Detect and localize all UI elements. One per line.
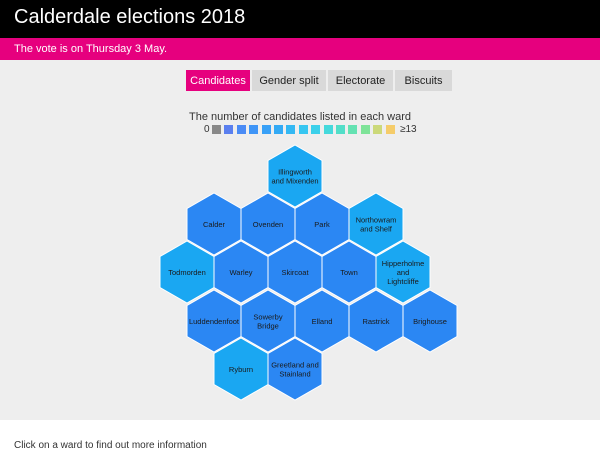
- ward-brighouse[interactable]: Brighouse: [402, 289, 458, 353]
- ward-hexagon[interactable]: [267, 337, 323, 401]
- legend-swatch: [336, 125, 345, 134]
- footer-hint: Click on a ward to find out more informa…: [14, 440, 207, 451]
- legend-swatch: [360, 125, 370, 134]
- legend-swatch: [224, 125, 234, 134]
- tab-biscuits[interactable]: Biscuits: [395, 70, 452, 91]
- legend-swatch: [323, 125, 333, 134]
- legend-swatch: [298, 125, 308, 134]
- banner-text: The vote is on Thursday 3 May.: [14, 43, 168, 55]
- legend-swatch: [212, 125, 221, 134]
- legend-swatch: [261, 125, 271, 134]
- legend-swatch: [311, 125, 321, 134]
- ward-rastrick[interactable]: Rastrick: [348, 289, 404, 353]
- announcement-banner: The vote is on Thursday 3 May.: [0, 38, 600, 60]
- header-bar: Calderdale elections 2018: [0, 0, 600, 38]
- legend-swatch: [373, 125, 383, 134]
- page-title: Calderdale elections 2018: [14, 6, 246, 28]
- tab-gender-split[interactable]: Gender split: [252, 70, 326, 91]
- legend-swatch: [348, 125, 358, 134]
- ward-hexagon[interactable]: [402, 289, 458, 353]
- legend-max-label: ≥13: [400, 124, 417, 135]
- ward-hexagon[interactable]: [267, 144, 323, 208]
- ward-hexagon[interactable]: [348, 289, 404, 353]
- tab-candidates[interactable]: Candidates: [186, 70, 250, 91]
- legend-min-label: 0: [204, 124, 210, 135]
- ward-hexagon[interactable]: [348, 192, 404, 256]
- ward-hexagon[interactable]: [375, 240, 431, 304]
- legend-swatch: [385, 125, 395, 134]
- legend-title: The number of candidates listed in each …: [189, 111, 411, 123]
- legend-swatch: [286, 125, 296, 134]
- legend-swatch: [236, 125, 246, 134]
- tab-electorate[interactable]: Electorate: [328, 70, 393, 91]
- legend-swatch: [274, 125, 283, 134]
- legend-swatch: [249, 125, 259, 134]
